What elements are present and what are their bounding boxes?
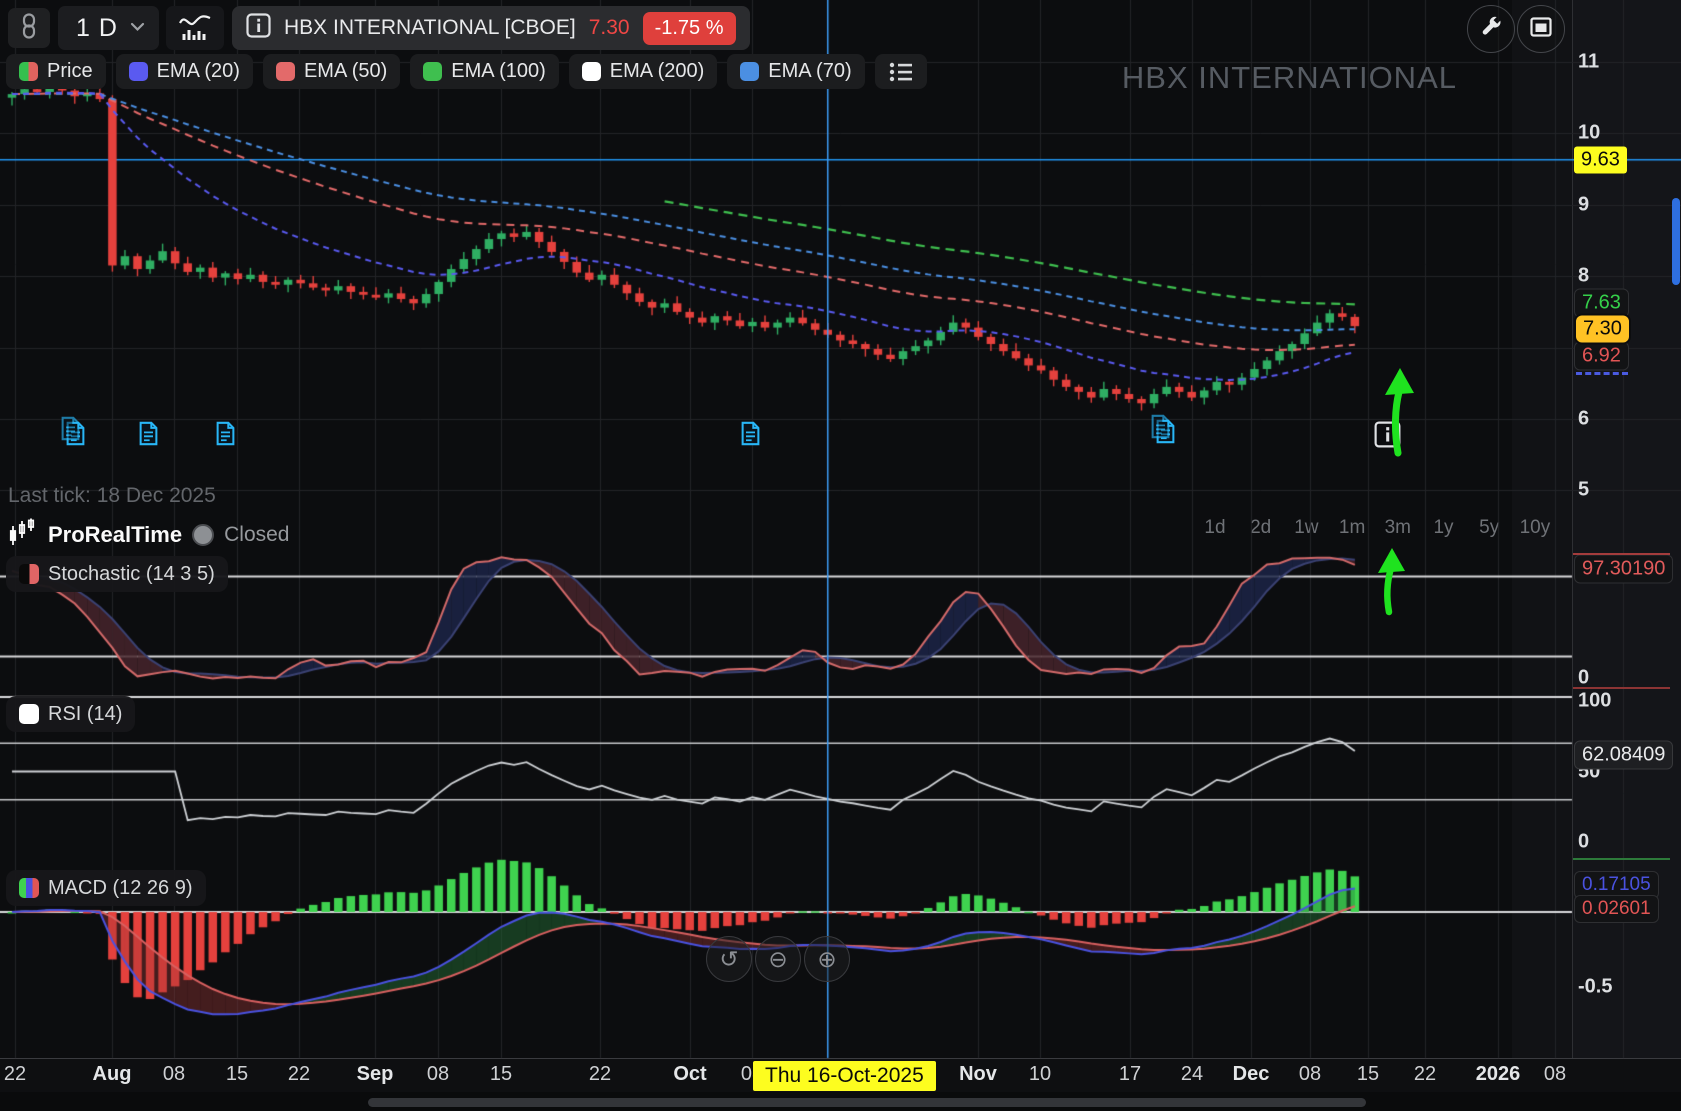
news-document-icon[interactable] [212,420,239,452]
zoom-out-button[interactable]: ⊖ [755,936,801,982]
ema70-value-badge [1576,372,1628,375]
change-percent-badge: -1.75 % [642,11,736,45]
macd-signal-value-badge: 0.02601 [1574,895,1659,923]
rsi-bottom-line [1573,858,1670,860]
window-layout-button[interactable] [1517,5,1565,53]
news-document-icon[interactable] [135,420,162,452]
zoom-in-button[interactable]: ⊕ [804,936,850,982]
legend-color-icon [423,62,443,81]
stochastic-value-badge: 97.30190 [1574,554,1674,584]
stochastic-top-line [1573,553,1670,555]
level-price-badge: 9.63 [1574,146,1627,174]
news-document-icon[interactable] [1151,414,1179,450]
timeframe-value: 1 D [76,13,118,42]
stochastic-legend-pill[interactable]: Stochastic (14 3 5) [6,556,228,592]
indicator-list-button[interactable] [874,54,927,89]
macd-legend-pill[interactable]: MACD (12 26 9) [6,870,206,906]
rsi-tick-0: 0 [1578,830,1590,853]
legend-color-icon [19,62,38,81]
legend-item-label: Price [47,60,93,82]
legend-item-price[interactable]: Price [6,54,106,89]
legend-color-icon [275,62,295,81]
legend-color-icon [128,62,148,81]
rsi-label: RSI (14) [48,702,123,725]
legend-item-ema-70-[interactable]: EMA (70) [727,54,865,89]
horizontal-scrollbar-thumb[interactable] [368,1098,1366,1107]
rsi-value-badge: 62.08409 [1574,740,1674,770]
price-tick-10: 10 [1578,121,1601,144]
chain-link-icon [19,12,39,44]
price-tick-6: 6 [1578,407,1590,430]
market-status-dot [192,523,215,546]
stochastic-label: Stochastic (14 3 5) [48,562,215,585]
settings-button[interactable] [1467,5,1515,53]
rsi-tick-100: 100 [1578,689,1612,712]
price-tick-9: 9 [1578,193,1590,216]
macd-label: MACD (12 26 9) [48,876,193,899]
legend-item-label: EMA (50) [303,60,388,82]
link-charts-button[interactable] [8,8,50,48]
legend-item-label: EMA (20) [156,60,240,82]
list-icon [889,62,912,81]
legend-item-label: EMA (200) [609,60,705,82]
last-price: 7.30 [588,16,630,39]
stochastic-icon [19,564,39,584]
price-tick-5: 5 [1578,478,1590,501]
brand-row: ProRealTime Closed [8,518,289,551]
crosshair-date-badge: Thu 16-Oct-2025 [753,1061,936,1091]
undo-button[interactable]: ↺ [706,936,752,982]
legend-item-label: EMA (70) [768,60,852,82]
news-document-icon-back [1147,413,1174,445]
macd-tick--0.5: -0.5 [1578,975,1613,998]
vertical-scrollbar-thumb[interactable] [1672,198,1680,285]
symbol-title-pill: HBX INTERNATIONAL [CBOE] 7.30 -1.75 % [232,6,750,50]
window-icon [1529,15,1553,44]
info-icon[interactable] [246,13,271,43]
legend-color-icon [581,62,601,81]
stoch-tick-0: 0 [1578,666,1590,689]
prorealtime-logo-icon [8,518,38,551]
timeframe-select[interactable]: 1 D [58,6,159,50]
legend-row: Price EMA (20) EMA (50) EMA (100) EMA (200) E… [6,54,927,89]
news-document-icon-back [57,415,84,447]
price-tick-8: 8 [1578,264,1590,287]
ema100-value-badge: 7.63 [1574,288,1629,318]
news-document-icon[interactable] [61,416,89,452]
price-tick-11: 11 [1578,50,1600,73]
chart-style-icon [177,10,213,47]
legend-color-icon [740,62,760,81]
chart-info-box-icon[interactable] [1374,421,1401,453]
news-document-icon[interactable] [737,420,764,452]
wrench-icon [1479,15,1503,44]
market-status: Closed [224,522,290,546]
rsi-legend-pill[interactable]: RSI (14) [6,696,136,732]
chart-style-button[interactable] [166,6,224,50]
legend-item-ema-200-[interactable]: EMA (200) [568,54,718,89]
watermark: HBX INTERNATIONAL [1121,60,1457,95]
stochastic-bottom-line [1573,687,1670,689]
legend-item-ema-20-[interactable]: EMA (20) [115,54,253,89]
zoom-in-icon: ⊕ [817,945,837,972]
legend-item-ema-50-[interactable]: EMA (50) [262,54,401,89]
symbol-name: HBX INTERNATIONAL [CBOE] [284,16,576,39]
macd-icon [19,878,39,898]
brand-name: ProRealTime [48,521,183,547]
last-price-badge: 7.30 [1574,313,1631,345]
chevron-down-icon [130,19,145,37]
ema50-value-badge: 6.92 [1574,341,1629,371]
rsi-icon [19,704,39,724]
zoom-out-icon: ⊖ [768,945,788,972]
legend-item-ema-100-[interactable]: EMA (100) [410,54,559,89]
last-tick-label: Last tick: 18 Dec 2025 [8,484,216,507]
undo-icon: ↺ [719,945,739,972]
legend-item-label: EMA (100) [451,60,546,82]
